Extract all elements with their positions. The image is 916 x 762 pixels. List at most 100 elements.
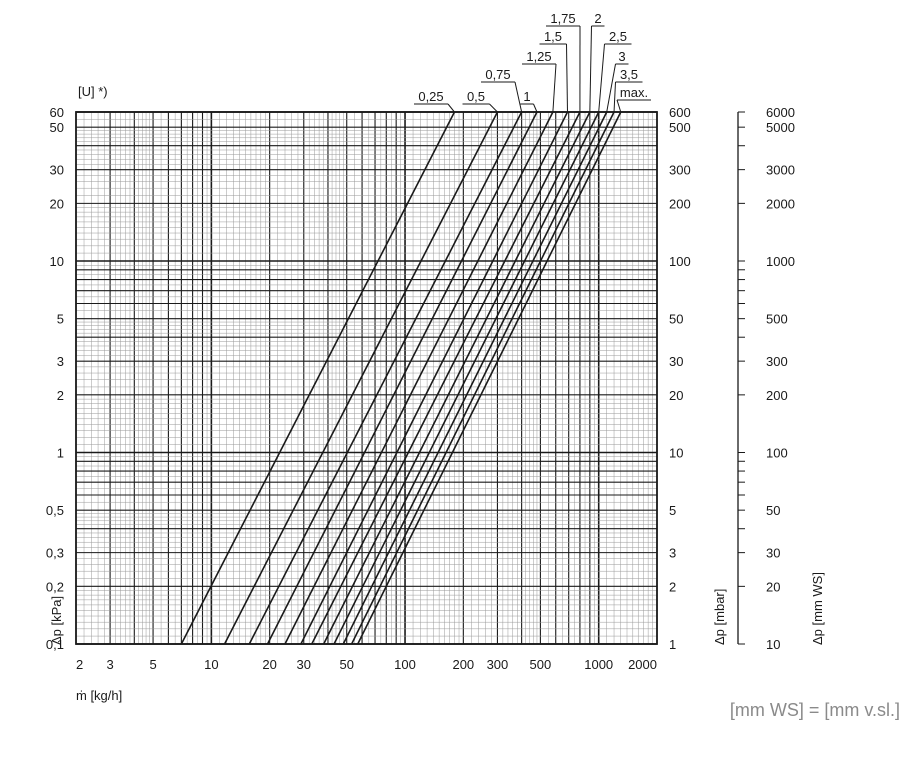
x-tick-label: 30 xyxy=(297,657,311,672)
tick-labels: 2 3 5 10 20 30 50 100 200 300 500 1000 2000 0,1 0,2 0,3… xyxy=(46,105,795,672)
series-label-leader xyxy=(489,103,498,113)
y-tick-label-mmws: 300 xyxy=(766,354,788,369)
unit-footnote: [mm WS] = [mm v.sl.] xyxy=(729,700,900,720)
y-tick-label-kpa: 10 xyxy=(50,254,64,269)
series-label: 2,5 xyxy=(609,29,627,44)
y-tick-label-mmws: 5000 xyxy=(766,120,795,135)
series-label: 2 xyxy=(594,11,601,26)
series-header: [U] *) xyxy=(78,84,108,99)
y-tick-label-mbar: 2 xyxy=(669,579,676,594)
series-line xyxy=(300,111,569,645)
series-label-leader xyxy=(566,43,568,113)
y-tick-label-mmws: 100 xyxy=(766,446,788,461)
x-tick-label: 300 xyxy=(487,657,509,672)
series-label: 3,5 xyxy=(620,67,638,82)
y-tick-label-kpa: 0,2 xyxy=(46,579,64,594)
y-tick-label-mmws: 3000 xyxy=(766,163,795,178)
y-tick-label-kpa: 0,5 xyxy=(46,503,64,518)
y-tick-label-kpa: 50 xyxy=(50,120,64,135)
x-tick-label: 500 xyxy=(530,657,552,672)
y-tick-label-kpa: 20 xyxy=(50,196,64,211)
y-tick-label-mbar: 20 xyxy=(669,388,683,403)
series-line xyxy=(311,111,581,645)
y-tick-label-mmws: 2000 xyxy=(766,196,795,211)
series-label-leader xyxy=(447,103,455,113)
x-tick-label: 2 xyxy=(76,657,83,672)
grid xyxy=(75,111,658,645)
x-tick-label: 5 xyxy=(149,657,156,672)
y-tick-label-mmws: 500 xyxy=(766,312,788,327)
x-tick-label: 10 xyxy=(204,657,218,672)
series-label: 0,75 xyxy=(485,67,510,82)
y-tick-label-mmws: 50 xyxy=(766,503,780,518)
series-label: 0,5 xyxy=(467,89,485,104)
series-line xyxy=(350,111,615,645)
y-tick-label-mbar: 30 xyxy=(669,354,683,369)
y-axis-title-kpa: Δp [kPa] xyxy=(49,596,64,645)
x-tick-label: 2000 xyxy=(628,657,657,672)
series-label-leader xyxy=(613,81,616,113)
series-line xyxy=(248,111,523,645)
series-label-leader xyxy=(514,81,523,113)
y-axis-title-mbar: Δp [mbar] xyxy=(712,589,727,645)
x-tick-label: 50 xyxy=(340,657,354,672)
y-tick-label-kpa: 1 xyxy=(57,446,64,461)
y-tick-label-kpa: 60 xyxy=(50,105,64,120)
series-line xyxy=(342,111,608,645)
y-axis-title-mmws: Δp [mm WS] xyxy=(810,572,825,645)
plot-border xyxy=(75,111,658,645)
y-tick-label-mbar: 500 xyxy=(669,120,691,135)
plot-frame xyxy=(75,111,745,645)
y-tick-label-mbar: 200 xyxy=(669,196,691,211)
series-label-leaders: 0,25 0,50,75 1 1,25 1,5 1,75 2 2,5 3 3,5 max. xyxy=(414,11,651,113)
y-tick-label-mbar: 10 xyxy=(669,446,683,461)
x-tick-label: 3 xyxy=(106,657,113,672)
y-tick-label-mbar: 100 xyxy=(669,254,691,269)
y-tick-label-mmws: 10 xyxy=(766,637,780,652)
y-tick-label-kpa: 5 xyxy=(57,312,64,327)
series-line xyxy=(357,111,622,645)
x-axis-title: ṁ [kg/h] xyxy=(76,688,122,703)
series-line xyxy=(223,111,499,645)
series-label: 3 xyxy=(618,49,625,64)
series-lines xyxy=(180,111,622,645)
y-tick-label-mmws: 6000 xyxy=(766,105,795,120)
y-tick-label-kpa: 0,3 xyxy=(46,546,64,561)
series-label-leader xyxy=(606,63,616,113)
y-tick-label-mmws: 200 xyxy=(766,388,788,403)
series-label: 1 xyxy=(523,89,530,104)
series-line xyxy=(333,111,600,645)
x-tick-label: 20 xyxy=(262,657,276,672)
y-tick-label-mbar: 5 xyxy=(669,503,676,518)
x-tick-label: 1000 xyxy=(584,657,613,672)
series-label-leader xyxy=(616,99,622,113)
y-tick-label-mbar: 50 xyxy=(669,312,683,327)
series-label: 1,5 xyxy=(544,29,562,44)
series-label: max. xyxy=(620,85,648,100)
y-tick-label-mmws: 30 xyxy=(766,546,780,561)
series-label-leader xyxy=(533,103,538,113)
y-tick-label-mbar: 300 xyxy=(669,163,691,178)
series-label-leader xyxy=(598,43,605,113)
y-tick-label-kpa: 3 xyxy=(57,354,64,369)
x-tick-label: 200 xyxy=(452,657,474,672)
series-line xyxy=(284,111,554,645)
y-tick-label-mbar: 1 xyxy=(669,637,676,652)
series-label-leader xyxy=(589,25,592,113)
y-tick-label-mmws: 1000 xyxy=(766,254,795,269)
series-label-leader xyxy=(552,63,557,113)
series-label: 1,75 xyxy=(550,11,575,26)
x-tick-label: 100 xyxy=(394,657,416,672)
series-line xyxy=(322,111,591,645)
y-tick-label-mmws: 20 xyxy=(766,579,780,594)
series-line xyxy=(266,111,538,645)
series-label: 1,25 xyxy=(526,49,551,64)
series-label: 0,25 xyxy=(418,89,443,104)
y-tick-label-mbar: 600 xyxy=(669,105,691,120)
y-tick-label-mbar: 3 xyxy=(669,546,676,561)
series-line xyxy=(180,111,456,645)
y-tick-label-kpa: 0,1 xyxy=(46,637,64,652)
y-tick-label-kpa: 2 xyxy=(57,388,64,403)
y-tick-label-kpa: 30 xyxy=(50,163,64,178)
